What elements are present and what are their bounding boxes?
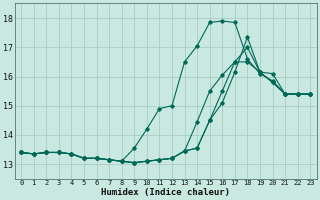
X-axis label: Humidex (Indice chaleur): Humidex (Indice chaleur) bbox=[101, 188, 230, 197]
